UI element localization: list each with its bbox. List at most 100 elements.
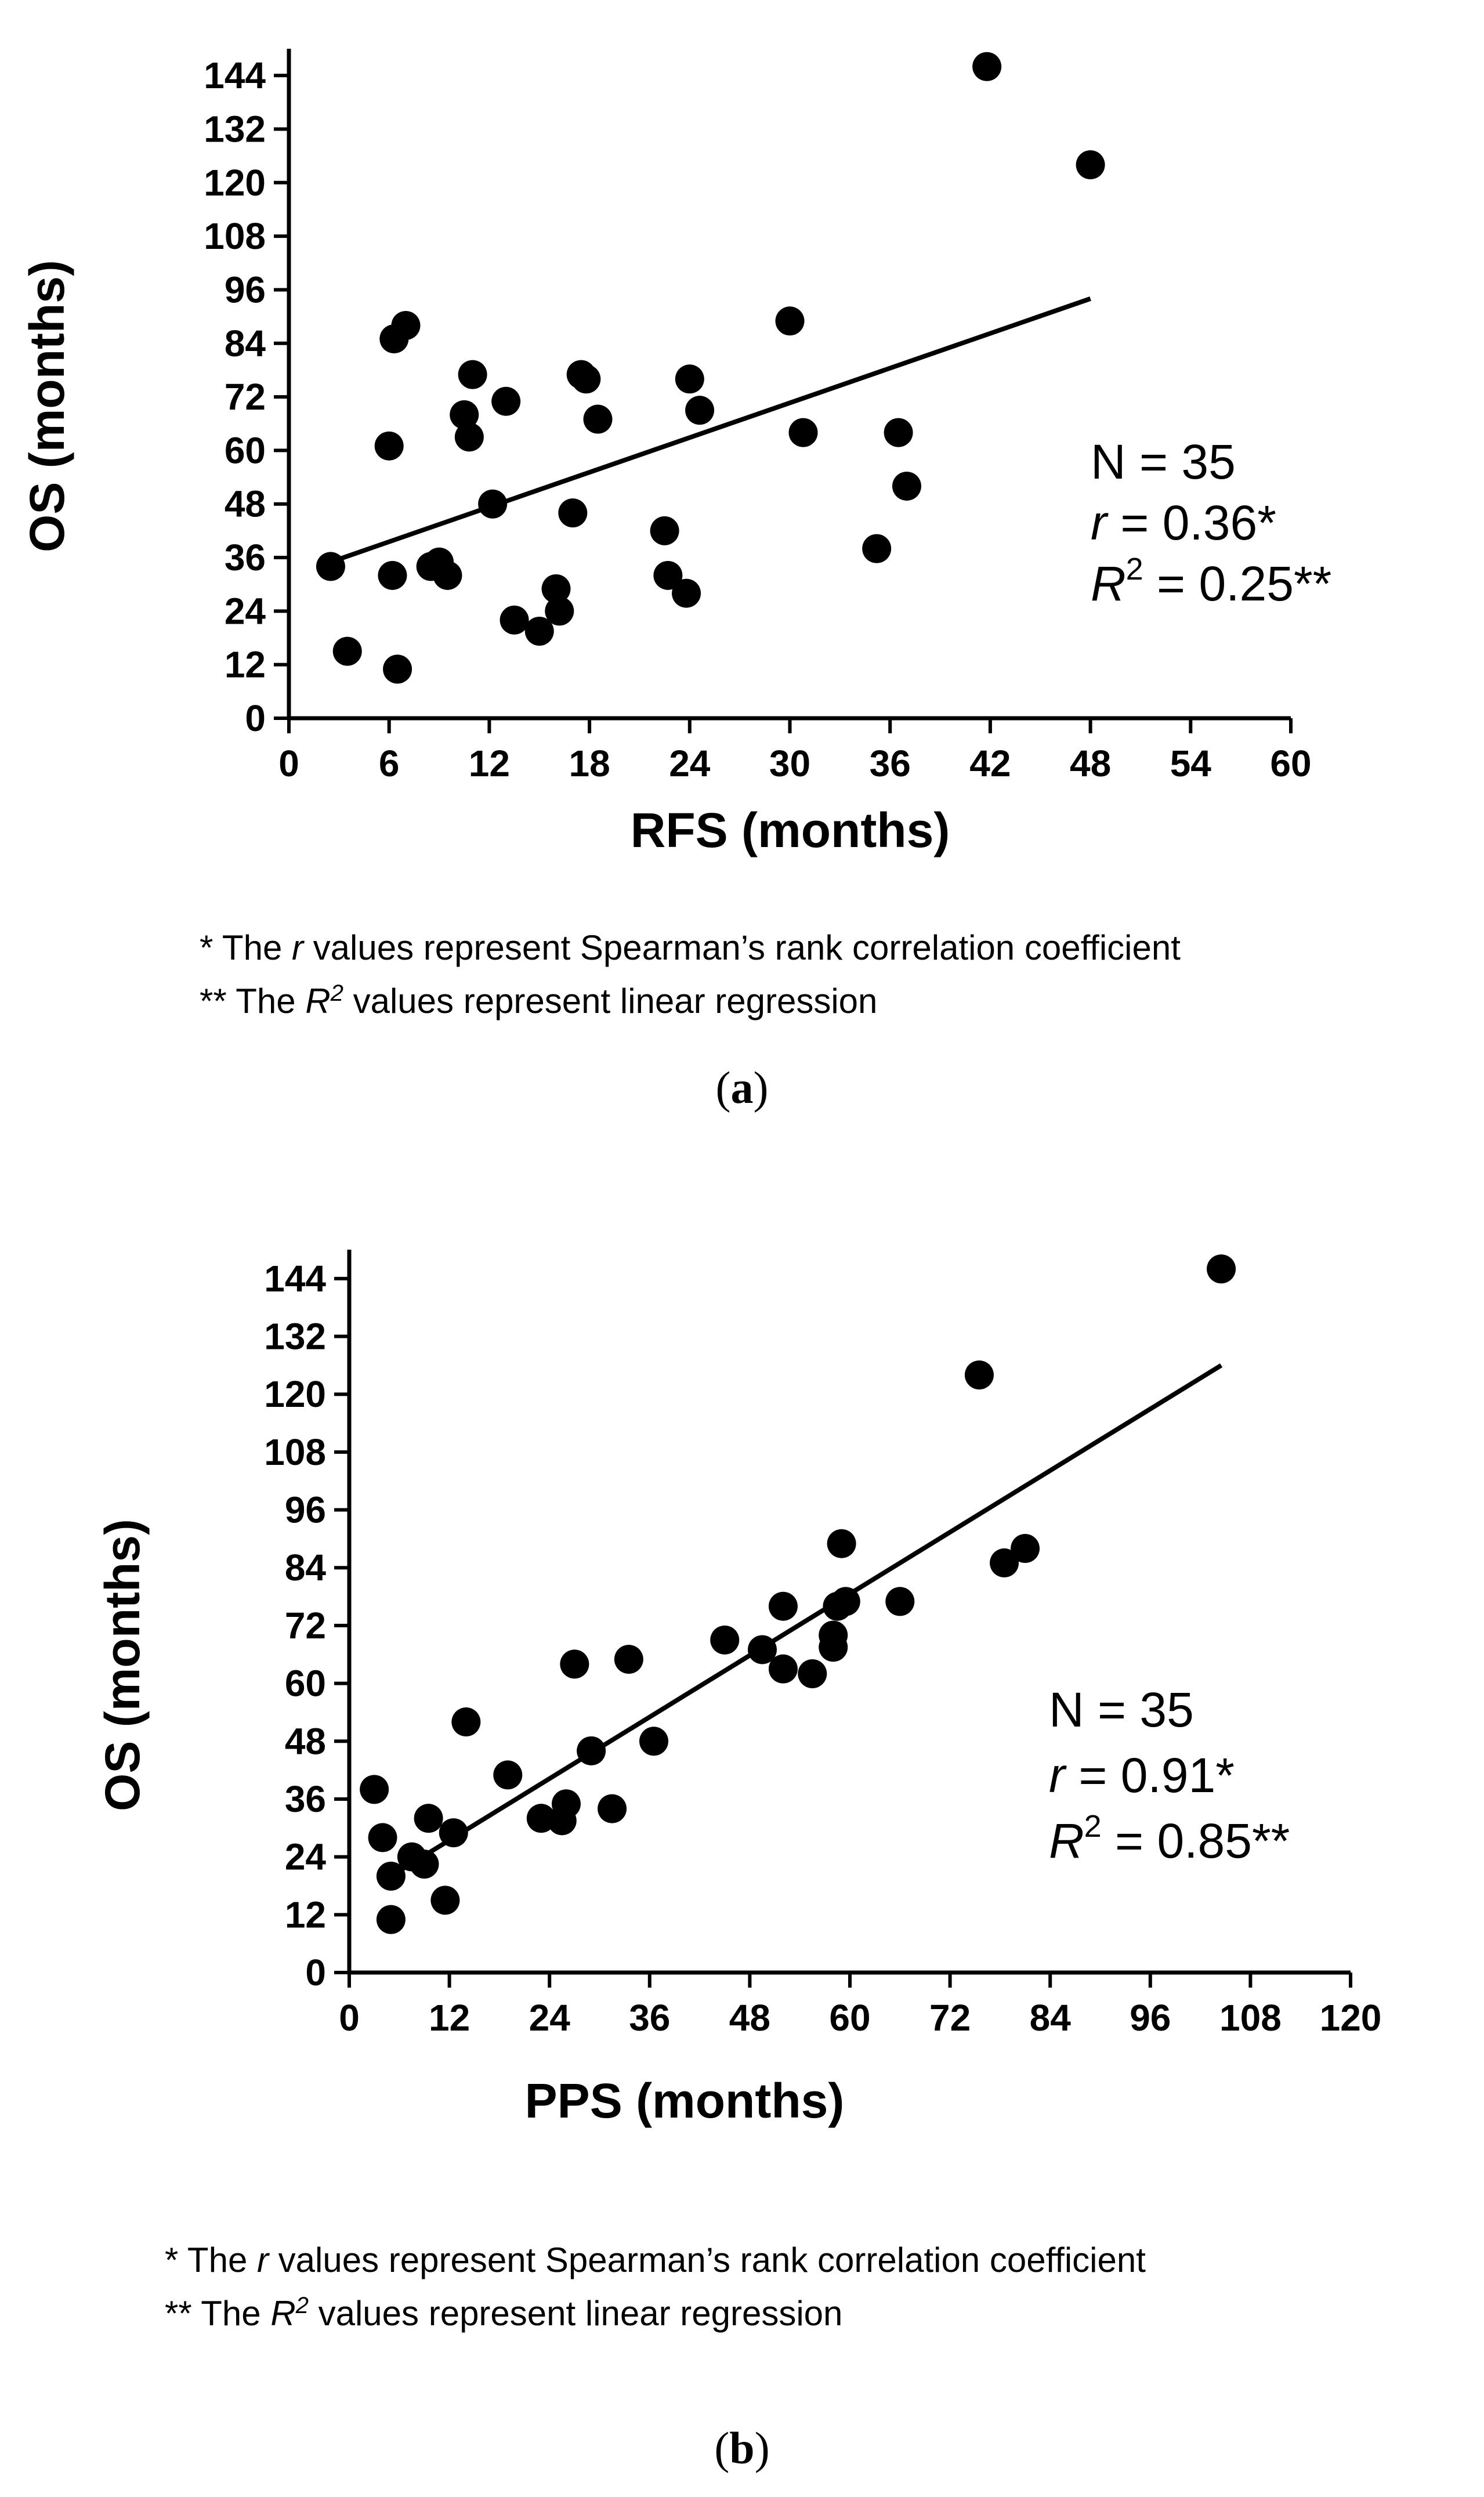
stat-r2: R2 = 0.25** bbox=[1091, 552, 1331, 611]
data-point bbox=[710, 1625, 740, 1655]
x-tick-label: 24 bbox=[529, 1997, 571, 2039]
y-tick-label: 84 bbox=[285, 1547, 327, 1588]
y-axis-title: OS (months) bbox=[20, 260, 74, 552]
y-tick-label: 48 bbox=[225, 483, 266, 525]
axes-group: 0 6 12 18 24 30 36 42 48 54 60 0 12 24 36 48 60 72 84 96 108… bbox=[204, 49, 1312, 784]
stat-n: N = 35 bbox=[1049, 1682, 1194, 1737]
data-point bbox=[972, 52, 1002, 81]
footnote-r-text: values represent Spearman’s rank correla… bbox=[268, 2241, 1146, 2279]
data-point bbox=[383, 654, 412, 684]
data-point bbox=[391, 310, 421, 340]
stat-r-symbol: r bbox=[1049, 1748, 1067, 1803]
panel-label-b: (b) bbox=[684, 2422, 800, 2474]
data-point bbox=[884, 418, 913, 447]
y-tick-label: 0 bbox=[305, 1952, 326, 1993]
stat-r2-value: = 0.25** bbox=[1143, 556, 1332, 611]
panel-label-letter: b bbox=[729, 2423, 755, 2473]
footnote-r2: ** The R2 values represent linear regres… bbox=[165, 2287, 1146, 2340]
data-point bbox=[374, 431, 404, 461]
y-tick-label: 72 bbox=[285, 1605, 326, 1646]
y-tick-label: 108 bbox=[204, 215, 266, 257]
x-tick-label: 48 bbox=[729, 1997, 770, 2039]
data-point bbox=[819, 1633, 848, 1662]
panel-label-close: ) bbox=[753, 1062, 769, 1113]
data-point bbox=[450, 400, 479, 429]
footnote-r-symbol: r bbox=[292, 928, 303, 967]
footnotes-b: * The r values represent Spearman’s rank… bbox=[165, 2234, 1146, 2340]
stat-r2-symbol: R bbox=[1091, 556, 1126, 611]
data-point bbox=[1011, 1534, 1040, 1564]
data-point bbox=[583, 404, 613, 434]
data-point bbox=[990, 1548, 1019, 1577]
footnote-r: * The r values represent Spearman’s rank… bbox=[200, 921, 1181, 975]
y-tick-label: 0 bbox=[245, 697, 266, 739]
data-point bbox=[376, 1905, 406, 1934]
x-axis-title: PPS (months) bbox=[525, 2073, 845, 2128]
data-point bbox=[500, 605, 529, 635]
stat-r-value: = 0.91* bbox=[1065, 1748, 1235, 1803]
data-point bbox=[768, 1654, 798, 1684]
x-tick-label: 12 bbox=[429, 1997, 470, 2039]
data-point bbox=[1207, 1254, 1236, 1284]
x-tick-label: 30 bbox=[769, 743, 810, 784]
data-point bbox=[892, 471, 921, 501]
regression-line bbox=[389, 1363, 1223, 1879]
stat-r2-superscript: 2 bbox=[1126, 552, 1143, 587]
x-tick-label: 84 bbox=[1030, 1997, 1072, 2039]
panel-label-a: (a) bbox=[684, 1062, 800, 1114]
data-point bbox=[368, 1823, 397, 1852]
data-point bbox=[862, 534, 892, 563]
stat-r2-value: = 0.85** bbox=[1102, 1814, 1290, 1868]
data-point bbox=[675, 364, 704, 394]
points-group bbox=[316, 52, 1105, 684]
data-point bbox=[378, 560, 407, 590]
stat-r: r = 0.36* bbox=[1091, 495, 1276, 550]
data-point bbox=[788, 418, 818, 447]
y-tick-label: 96 bbox=[285, 1489, 326, 1531]
y-tick-label: 144 bbox=[204, 55, 266, 96]
panel-label-letter: a bbox=[730, 1062, 754, 1113]
scatter-plot-a: 0 6 12 18 24 30 36 42 48 54 60 0 12 24 36 48 60 72 84 96 108… bbox=[20, 49, 1331, 857]
data-point bbox=[650, 516, 679, 545]
points-group bbox=[360, 1254, 1236, 1934]
y-tick-label: 96 bbox=[225, 269, 266, 310]
x-tick-label: 36 bbox=[870, 743, 911, 784]
y-tick-label: 12 bbox=[225, 644, 266, 686]
data-point bbox=[798, 1659, 827, 1688]
y-tick-label: 60 bbox=[285, 1663, 326, 1705]
footnote-r2-prefix: ** The bbox=[200, 982, 306, 1020]
x-tick-label: 60 bbox=[829, 1997, 870, 2039]
x-tick-label: 96 bbox=[1130, 1997, 1171, 2039]
y-tick-label: 24 bbox=[285, 1836, 327, 1878]
x-tick-label: 24 bbox=[669, 743, 711, 784]
footnote-r2-superscript: 2 bbox=[295, 2293, 309, 2318]
data-point bbox=[571, 364, 601, 394]
stat-r-value: = 0.36* bbox=[1107, 495, 1276, 550]
data-point bbox=[685, 396, 715, 425]
footnotes-a: * The r values represent Spearman’s rank… bbox=[200, 921, 1181, 1028]
data-point bbox=[551, 1789, 581, 1819]
data-point bbox=[451, 1707, 481, 1737]
stat-n: N = 35 bbox=[1091, 435, 1236, 489]
data-point bbox=[414, 1804, 443, 1833]
data-point bbox=[524, 616, 554, 646]
x-tick-label: 12 bbox=[469, 743, 510, 784]
x-tick-label: 0 bbox=[339, 1997, 360, 2039]
data-point bbox=[410, 1850, 439, 1879]
y-tick-label: 24 bbox=[225, 590, 266, 632]
data-point bbox=[360, 1775, 389, 1804]
y-tick-label: 36 bbox=[285, 1778, 326, 1820]
footnote-r2-text: values represent linear regression bbox=[343, 982, 878, 1020]
data-point bbox=[430, 1886, 460, 1915]
data-point bbox=[491, 386, 521, 416]
stat-r2-symbol: R bbox=[1049, 1814, 1084, 1868]
footnote-r-text: values represent Spearman’s rank correla… bbox=[303, 928, 1181, 967]
data-point bbox=[768, 1591, 798, 1621]
data-point bbox=[433, 560, 462, 590]
data-point bbox=[458, 360, 487, 389]
data-point bbox=[493, 1760, 523, 1790]
x-axis-title: RFS (months) bbox=[631, 803, 950, 857]
y-tick-label: 120 bbox=[204, 162, 266, 204]
footnote-r2-symbol: R bbox=[270, 2294, 296, 2333]
stat-r2-superscript: 2 bbox=[1084, 1809, 1102, 1844]
